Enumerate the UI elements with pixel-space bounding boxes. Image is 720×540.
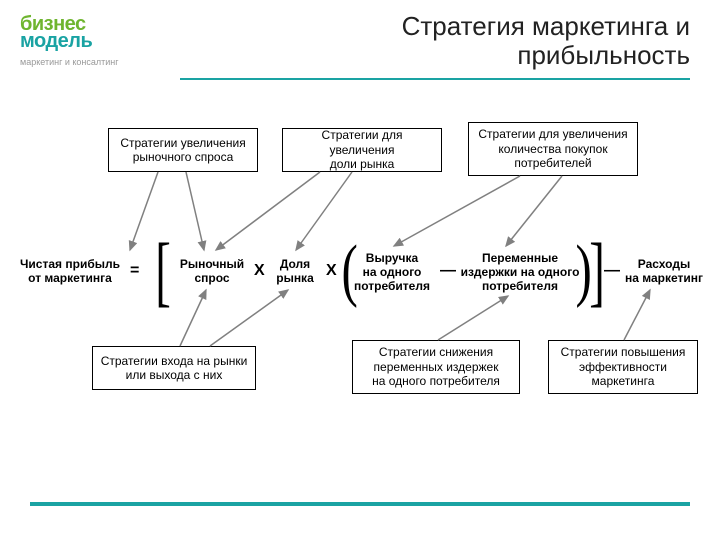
formula-revenue-per: Выручкана одногопотребителя bbox=[350, 252, 434, 293]
op-mul1: X bbox=[254, 262, 265, 280]
box-entry-strategies: Стратегии входа на рынкиили выхода с них bbox=[92, 346, 256, 390]
logo-subtitle: маркетинг и консалтинг bbox=[20, 58, 119, 67]
paren-open: ( bbox=[341, 236, 357, 306]
bracket-close: ] bbox=[589, 232, 605, 310]
op-minus1: — bbox=[440, 262, 456, 280]
arrow bbox=[394, 176, 520, 246]
arrow bbox=[216, 172, 320, 250]
arrow bbox=[210, 290, 288, 346]
op-mul2: X bbox=[326, 262, 337, 280]
arrow bbox=[506, 176, 562, 246]
box-buyers-strategies: Стратегии для увеличенияколичества покуп… bbox=[468, 122, 638, 176]
formula-market-share: Долярынка bbox=[270, 258, 320, 286]
slide: бизнес модель маркетинг и консалтинг Стр… bbox=[0, 0, 720, 540]
box-demand-strategies: Стратегии увеличениярыночного спроса bbox=[108, 128, 258, 172]
arrow bbox=[624, 290, 650, 340]
page-title: Стратегия маркетинга и прибыльность bbox=[402, 12, 690, 69]
arrow bbox=[186, 172, 204, 250]
formula-market-demand: Рыночныйспрос bbox=[176, 258, 248, 286]
logo-line2: модель bbox=[20, 31, 119, 52]
arrow bbox=[180, 290, 206, 346]
footer-rule bbox=[30, 502, 690, 506]
formula-mkt-expenses: Расходына маркетинг bbox=[620, 258, 708, 286]
op-eq: = bbox=[130, 262, 139, 280]
title-line1: Стратегия маркетинга и bbox=[402, 11, 690, 41]
logo: бизнес модель маркетинг и консалтинг bbox=[20, 14, 119, 67]
title-line2: прибыльность bbox=[517, 40, 690, 70]
box-share-strategies: Стратегии для увеличениядоли рынка bbox=[282, 128, 442, 172]
arrow bbox=[130, 172, 158, 250]
bracket-open: [ bbox=[155, 232, 171, 310]
formula-var-cost-per: Переменныеиздержки на одногопотребителя bbox=[460, 252, 580, 293]
box-eff-strategies: Стратегии повышенияэффективностимаркетин… bbox=[548, 340, 698, 394]
formula-net-profit: Чистая прибыльот маркетинга bbox=[20, 258, 120, 286]
title-rule bbox=[180, 78, 690, 80]
op-minus2: — bbox=[604, 262, 620, 280]
arrow bbox=[438, 296, 508, 340]
box-cost-strategies: Стратегии сниженияпеременных издержекна … bbox=[352, 340, 520, 394]
